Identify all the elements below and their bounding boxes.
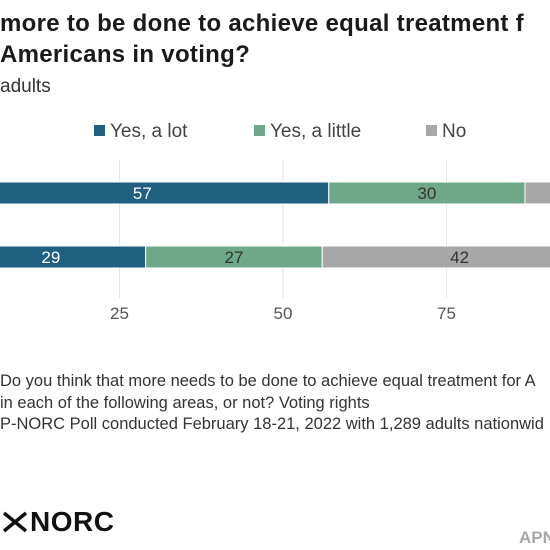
data-label: 57 <box>133 184 152 203</box>
bar-segment <box>0 245 147 269</box>
chart-subtitle: adults <box>0 76 51 97</box>
question-note-line-2: in each of the following areas, or not? … <box>0 393 370 412</box>
legend-item-no: No <box>426 121 466 143</box>
x-tick-label: 50 <box>274 304 293 323</box>
chart-notes: Do you think that more needs to be done … <box>0 371 550 436</box>
legend-item-yes-a-lot: Yes, a lot <box>94 121 187 143</box>
chart-title-line-2: Americans in voting? <box>0 41 251 68</box>
logo-mark-icon <box>2 511 28 533</box>
legend-swatch-yes-a-little <box>254 125 265 136</box>
legend-label-yes-a-little: Yes, a little <box>270 121 362 142</box>
bar-segment <box>321 245 550 269</box>
source-note: P-NORC Poll conducted February 18-21, 20… <box>0 415 544 433</box>
x-tick-label: 25 <box>110 304 129 323</box>
bar-segment <box>0 181 330 205</box>
question-note-line-1: Do you think that more needs to be done … <box>0 372 536 390</box>
legend-label-no: No <box>442 121 467 142</box>
data-label: 30 <box>417 184 436 203</box>
data-label: 42 <box>450 248 469 267</box>
bar-segment <box>524 181 550 205</box>
norc-logo: NORC <box>0 506 114 538</box>
data-label: 29 <box>41 248 60 267</box>
chart-title-line-1: more to be done to achieve equal treatme… <box>0 10 524 37</box>
legend-swatch-yes-a-lot <box>94 125 105 136</box>
brand-label: APN <box>519 528 550 547</box>
legend-item-yes-a-little: Yes, a little <box>254 121 361 143</box>
stacked-bar-chart: 57 30 29 27 42 25 50 75 <box>0 160 550 323</box>
legend-swatch-no <box>426 125 437 136</box>
x-tick-label: 75 <box>437 304 456 323</box>
data-label: 27 <box>224 248 243 267</box>
chart-title: more to be done to achieve equal treatme… <box>0 8 550 70</box>
logo-text: NORC <box>30 506 115 537</box>
legend-label-yes-a-lot: Yes, a lot <box>110 121 188 142</box>
